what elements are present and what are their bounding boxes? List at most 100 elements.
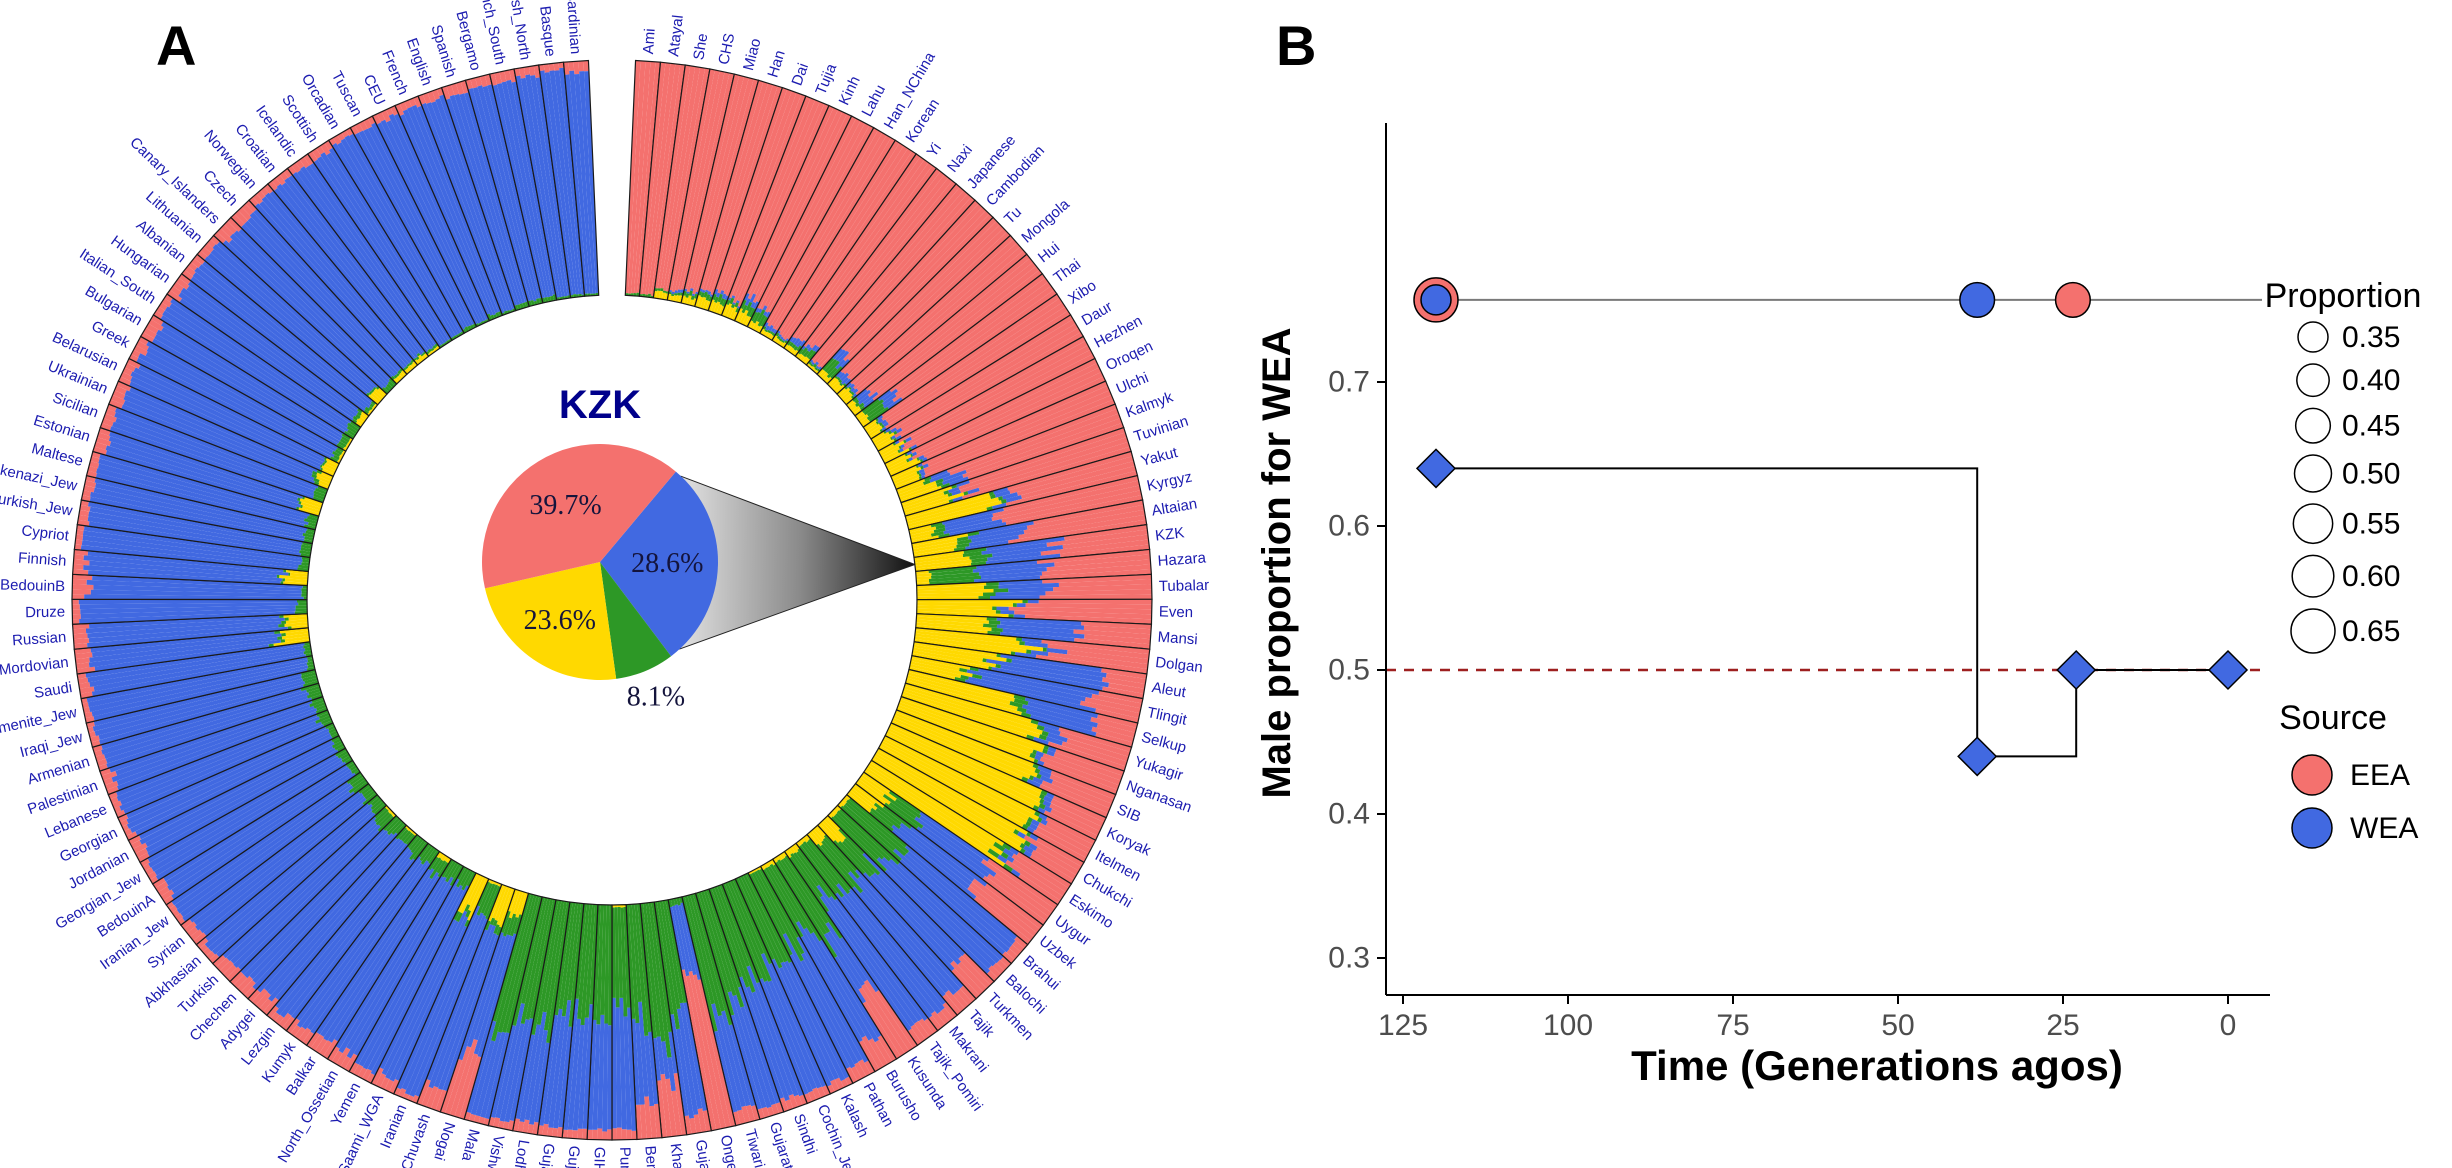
admixture-bar-Iranian_Jew: [165, 771, 370, 926]
admixture-bar-KZK: [913, 523, 1151, 573]
population-label: Mala: [458, 1127, 483, 1163]
admixture-bar-Greek: [128, 335, 347, 465]
admixture-bar-Vishwabrahmin: [487, 896, 557, 1132]
step-line: [1436, 467, 2228, 758]
admixture-bar-Jordanian: [127, 734, 347, 864]
admixture-bar-Kalmyk: [895, 403, 1125, 504]
admixture-bar-North_Ossetian: [326, 858, 465, 1073]
population-label: Tlingit: [1146, 704, 1189, 729]
admixture-bar-Cypriot: [73, 523, 311, 573]
admixture-bar-GujaratiA: [694, 888, 785, 1121]
admixture-bar-Japanese: [805, 183, 976, 376]
legend-size-label: 0.50: [2342, 458, 2400, 491]
admixture-bar-Iranian: [392, 878, 503, 1105]
admixture-bar-Mordovian: [73, 627, 311, 675]
admixture-bar-Uzbek: [845, 782, 1045, 946]
population-label: Hui: [1035, 239, 1063, 266]
population-label: Aleut: [1151, 679, 1188, 701]
pie-slice: [484, 562, 617, 680]
admixture-bar-Dai: [707, 86, 807, 317]
population-label: Lodhi: [510, 1138, 533, 1168]
admixture-bar-Iraqi_Jew: [85, 668, 320, 748]
admixture-bar-Icelandic: [286, 153, 441, 358]
population-label: Cypriot: [21, 522, 71, 545]
population-label: Hazara: [1157, 549, 1207, 569]
population-label: KZK: [1154, 524, 1185, 544]
population-label: GujaratiC: [561, 1145, 582, 1168]
admixture-bar-English: [417, 86, 517, 317]
population-label: Mordovian: [0, 654, 70, 679]
admixture-bar-Han: [694, 79, 784, 312]
legend-size-label: 0.55: [2342, 508, 2400, 541]
admixture-bar-Sicilian: [99, 403, 329, 504]
admixture-bar-Bulgarian: [139, 314, 354, 452]
population-label: Kharia: [667, 1142, 689, 1168]
x-tick-label: 125: [1378, 1009, 1428, 1042]
admixture-bar-Kinh: [733, 104, 853, 328]
admixture-bar-Hazara: [915, 548, 1153, 587]
population-label: Han: [764, 48, 788, 79]
legend-proportion-title: Proportion: [2265, 277, 2422, 315]
admixture-bar-Tubalar: [916, 573, 1153, 601]
population-label: Xibo: [1065, 277, 1099, 308]
population-label: GIH: [590, 1147, 608, 1168]
population-label: Altaian: [1150, 495, 1198, 519]
admixture-bar-Croatian: [267, 167, 430, 366]
admixture-bar-French: [394, 95, 504, 322]
x-axis-title: Time (Generations agos): [1631, 1042, 2123, 1089]
admixture-bar-Dolgan: [913, 627, 1151, 675]
population-label: Sardinian: [563, 0, 584, 55]
admixture-bar-Chechen: [229, 814, 408, 1000]
admixture-bar-Maltese: [85, 450, 320, 531]
admixture-bar-Balkar: [305, 850, 453, 1060]
pie-slice: [481, 443, 676, 589]
pie-slice-pct: 28.6%: [631, 548, 703, 579]
admixture-bar-Spanish_North: [513, 64, 572, 301]
population-label: BedouinB: [0, 577, 65, 596]
step-point-diamond: [2056, 649, 2097, 691]
population-label: Onge: [717, 1133, 741, 1168]
admixture-bar-Estonian: [92, 426, 324, 517]
population-label: Bergamo: [452, 9, 484, 72]
admixture-bar-Hui: [845, 253, 1044, 417]
legend-source: Source EEA WEA: [2279, 699, 2418, 849]
admixture-bar-Miao: [680, 73, 760, 308]
admixture-bar-Cambodian: [816, 199, 994, 385]
population-label: Daur: [1079, 298, 1116, 329]
admixture-bar-Turkmen: [816, 814, 995, 1000]
legend-size-label: 0.45: [2342, 410, 2400, 443]
population-label: Kyrgyz: [1145, 468, 1193, 494]
admixture-bar-Georgian_Jew: [139, 747, 354, 885]
admixture-bar-CEU: [371, 104, 491, 328]
admixture-bar-Kyrgyz: [908, 474, 1144, 545]
population-label: Tiwari: [741, 1127, 767, 1168]
population-label: Mongola: [1018, 195, 1073, 246]
circular-admixture-plot: Ami Atayal She CHS Miao Han Dai Tujia Kinh Lahu Ha…: [0, 0, 1209, 1168]
legend-size-circle: [2293, 454, 2333, 493]
population-label: Yakut: [1139, 444, 1180, 470]
population-label: Kalmyk: [1123, 388, 1175, 421]
admixture-bar-GujaratiD: [536, 901, 585, 1139]
admixture-bar-Tajik_Pomiri: [783, 842, 939, 1047]
pie-title: KZK: [559, 383, 641, 427]
admixture-bar-Cochin_Jew: [721, 878, 832, 1105]
admixture-bar-Balochi: [826, 804, 1013, 983]
pie-slice: [600, 562, 672, 679]
admixture-bar-Lebanese: [107, 709, 334, 819]
legend-size-label: 0.40: [2342, 364, 2400, 397]
population-label: Naxi: [944, 142, 976, 176]
admixture-bar-Koryak: [884, 722, 1108, 842]
x-tick-label: 25: [2046, 1009, 2079, 1042]
admixture-bar-Altaian: [911, 499, 1148, 559]
admixture-bar-BedouinB: [71, 573, 308, 601]
admixture-bar-SIB: [890, 709, 1117, 819]
population-label: GujaratiD: [533, 1142, 557, 1168]
admixture-bar-Itelmen: [877, 734, 1097, 864]
population-label: Druze: [25, 603, 65, 621]
y-tick-label: 0.6: [1328, 510, 1370, 543]
admixture-bar-Abkhasian: [195, 793, 388, 965]
admixture-bar-Scottish: [306, 139, 453, 349]
admixture-bar-Eskimo: [862, 759, 1073, 906]
admixture-bar-Kusunda: [771, 850, 919, 1060]
